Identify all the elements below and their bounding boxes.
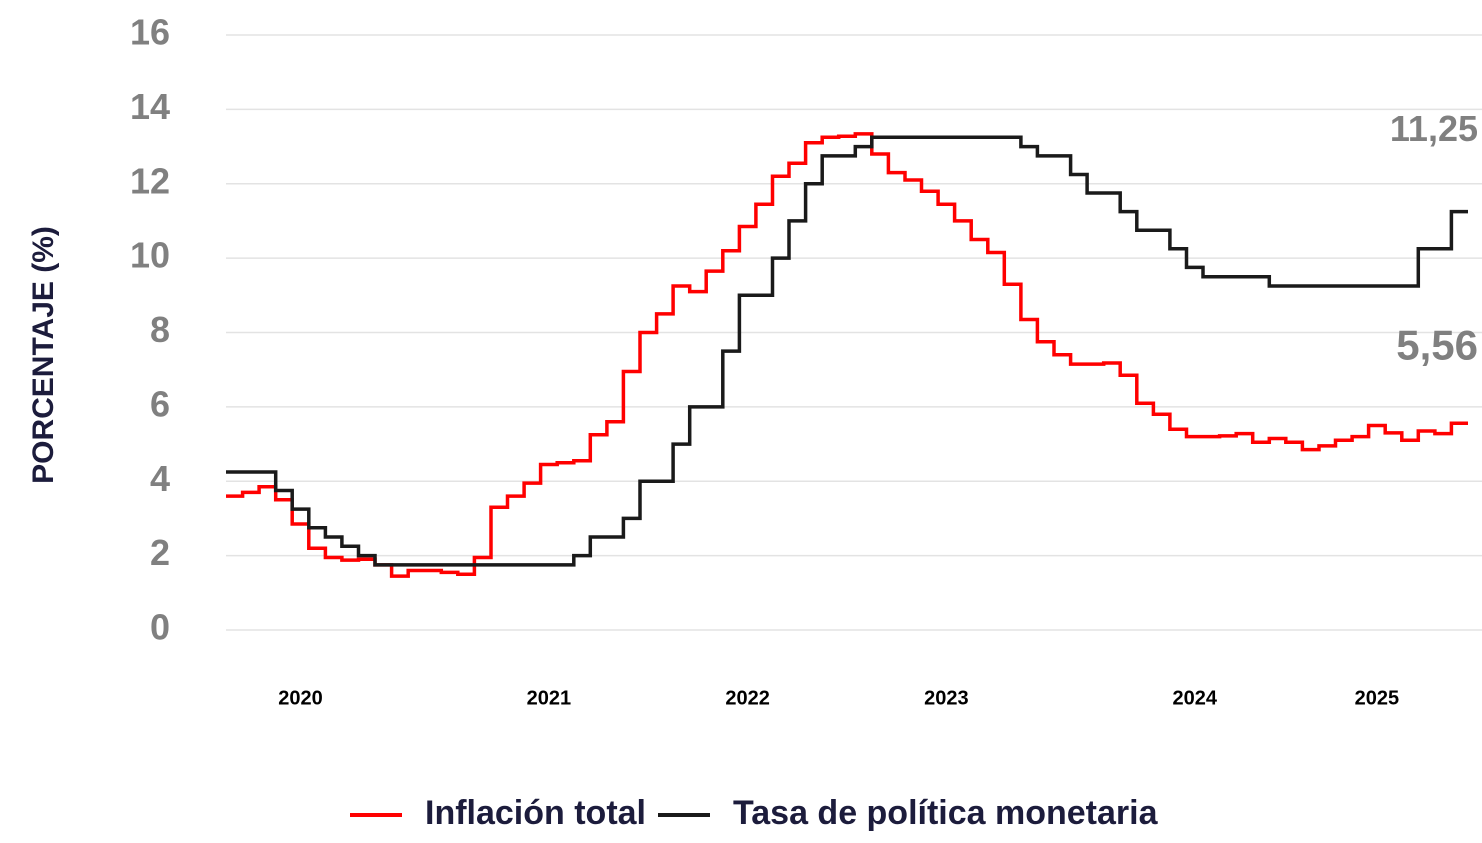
y-tick-label: 6	[150, 383, 170, 424]
y-tick-label: 0	[150, 607, 170, 648]
x-tick-label: 2020	[278, 687, 323, 709]
y-tick-label: 14	[130, 86, 170, 127]
y-tick-label: 12	[130, 160, 170, 201]
y-tick-label: 16	[130, 12, 170, 53]
x-tick-label: 2021	[527, 687, 572, 709]
x-tick-label: 2022	[725, 687, 770, 709]
y-axis-label: PORCENTAJE (%)	[27, 226, 60, 484]
legend-label: Tasa de política monetaria	[733, 794, 1159, 832]
x-tick-label: 2024	[1173, 687, 1218, 709]
y-tick-label: 10	[130, 235, 170, 276]
y-tick-label: 4	[150, 458, 170, 499]
y-tick-label: 2	[150, 532, 170, 573]
end-label: 5,56	[1396, 321, 1478, 368]
y-tick-label: 8	[150, 309, 170, 350]
legend-label: Inflación total	[425, 794, 646, 832]
series-line	[226, 132, 1468, 578]
x-tick-label: 2023	[924, 687, 969, 709]
end-label: 11,25	[1390, 108, 1478, 149]
series-line	[226, 135, 1468, 567]
x-tick-label: 2025	[1355, 687, 1400, 709]
